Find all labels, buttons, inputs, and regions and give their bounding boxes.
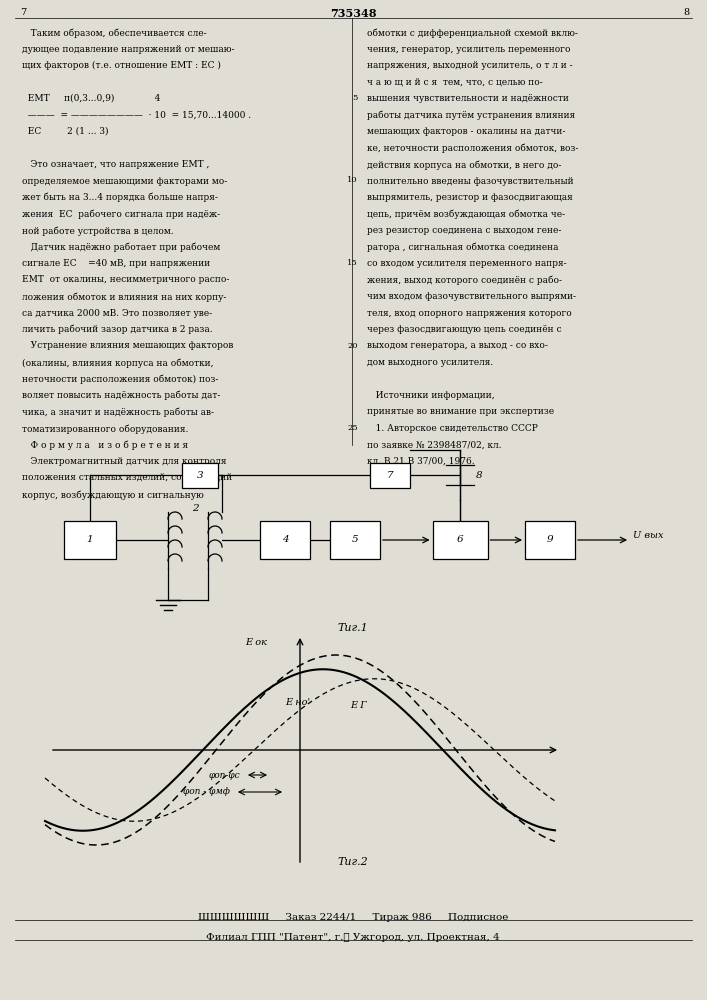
Bar [260, 521, 310, 559]
Text: 8: 8 [476, 471, 483, 480]
Bar [370, 462, 410, 488]
Text: Τиг.1: Τиг.1 [338, 623, 368, 633]
Text: через фазосдвигающую цепь соединён с: через фазосдвигающую цепь соединён с [367, 325, 561, 334]
Text: EМΤ  от окалины, несимметричного распо-: EМΤ от окалины, несимметричного распо- [22, 275, 229, 284]
Text: 6: 6 [457, 536, 463, 544]
Text: дом выходного усилителя.: дом выходного усилителя. [367, 358, 493, 367]
Text: корпус, возбуждающую и сигнальную: корпус, возбуждающую и сигнальную [22, 490, 204, 499]
Text: 15: 15 [347, 259, 358, 267]
Text: принятые во внимание при экспертизе: принятые во внимание при экспертизе [367, 408, 554, 416]
Text: 4: 4 [281, 536, 288, 544]
Text: действия корпуса на обмотки, в него до-: действия корпуса на обмотки, в него до- [367, 160, 561, 169]
Text: 5: 5 [353, 94, 358, 102]
Text: сигнале EС    =40 мВ, при напряжении: сигнале EС =40 мВ, при напряжении [22, 259, 210, 268]
Text: по заявке № 2398487/02, кл.: по заявке № 2398487/02, кл. [367, 440, 501, 450]
Text: 25: 25 [347, 424, 358, 432]
Text: Датчик надёжно работает при рабочем: Датчик надёжно работает при рабочем [22, 242, 221, 252]
Text: ч а ю щ и й с я  тем, что, с целью по-: ч а ю щ и й с я тем, что, с целью по- [367, 78, 543, 87]
Text: рез резистор соединена с выходом гене-: рез резистор соединена с выходом гене- [367, 226, 561, 235]
Text: ратора , сигнальная обмотка соединена: ратора , сигнальная обмотка соединена [367, 242, 559, 252]
Text: Источники информации,: Источники информации, [367, 391, 495, 400]
Text: Филиал ГПП "Патент", г.⋆ Ужгород, ул. Проектная, 4: Филиал ГПП "Патент", г.⋆ Ужгород, ул. Пр… [206, 933, 500, 942]
Text: полнительно введены фазочувствительный: полнительно введены фазочувствительный [367, 176, 573, 186]
Text: дующее подавление напряжений от мешаю-: дующее подавление напряжений от мешаю- [22, 44, 235, 53]
Text: работы датчика путём устранения влияния: работы датчика путём устранения влияния [367, 110, 575, 120]
Text: томатизированного оборудования.: томатизированного оборудования. [22, 424, 188, 434]
Text: 1: 1 [87, 536, 93, 544]
Text: положения стальных изделий, содержащий: положения стальных изделий, содержащий [22, 474, 233, 483]
Text: Электромагнитный датчик для контроля: Электромагнитный датчик для контроля [22, 457, 226, 466]
Text: теля, вход опорного напряжения которого: теля, вход опорного напряжения которого [367, 308, 572, 318]
Text: Устранение влияния мешающих факторов: Устранение влияния мешающих факторов [22, 342, 233, 351]
Text: воляет повысить надёжность работы дат-: воляет повысить надёжность работы дат- [22, 391, 221, 400]
Text: ке, неточности расположения обмоток, воз-: ке, неточности расположения обмоток, воз… [367, 143, 578, 153]
Bar [330, 521, 380, 559]
Text: Τиг.2: Τиг.2 [338, 857, 368, 867]
Text: Ф о р м у л а   и з о б р е т е н и я: Ф о р м у л а и з о б р е т е н и я [22, 440, 188, 450]
Text: напряжения, выходной усилитель, о т л и -: напряжения, выходной усилитель, о т л и … [367, 61, 573, 70]
Text: щих факторов (т.е. отношение EМΤ : EС ): щих факторов (т.е. отношение EМΤ : EС ) [22, 61, 221, 70]
Text: E ок: E ок [245, 638, 267, 647]
Text: 20: 20 [348, 342, 358, 350]
Text: чика, а значит и надёжность работы ав-: чика, а значит и надёжность работы ав- [22, 408, 214, 417]
Bar [182, 462, 218, 488]
Text: Таким образом, обеспечивается сле-: Таким образом, обеспечивается сле- [22, 28, 206, 37]
Text: 7: 7 [20, 8, 26, 17]
Text: 10: 10 [347, 176, 358, 184]
Text: EМΤ     π(0,3...0,9)              4: EМΤ π(0,3...0,9) 4 [22, 94, 160, 103]
Text: со входом усилителя переменного напря-: со входом усилителя переменного напря- [367, 259, 566, 268]
Text: ложения обмоток и влияния на них корпу-: ложения обмоток и влияния на них корпу- [22, 292, 226, 302]
Text: E Г: E Г [350, 701, 367, 710]
Text: EС         2 (1 ... 3): EС 2 (1 ... 3) [22, 127, 108, 136]
Text: вышения чувствительности и надёжности: вышения чувствительности и надёжности [367, 94, 569, 103]
Text: 5: 5 [351, 536, 358, 544]
Text: определяемое мешающими факторами мо-: определяемое мешающими факторами мо- [22, 176, 227, 186]
Text: 3: 3 [197, 471, 204, 480]
Text: E но': E но' [285, 698, 310, 707]
Text: жения, выход которого соединён с рабо-: жения, выход которого соединён с рабо- [367, 275, 562, 285]
Text: φоп-φс: φоп-φс [209, 770, 240, 780]
Text: ———  = ————————  · 10  = 15,70...14000 .: ——— = ———————— · 10 = 15,70...14000 . [22, 110, 251, 119]
Text: 1. Авторское свидетельство СССР: 1. Авторское свидетельство СССР [367, 424, 538, 433]
Text: обмотки с дифференциальной схемой вклю-: обмотки с дифференциальной схемой вклю- [367, 28, 578, 37]
Text: чим входом фазочувствительного выпрями-: чим входом фазочувствительного выпрями- [367, 292, 576, 301]
Bar [525, 521, 575, 559]
Text: 7: 7 [387, 471, 393, 480]
Text: са датчика 2000 мВ. Это позволяет уве-: са датчика 2000 мВ. Это позволяет уве- [22, 308, 212, 318]
Text: личить рабочий зазор датчика в 2 раза.: личить рабочий зазор датчика в 2 раза. [22, 325, 213, 334]
Text: мешающих факторов - окалины на датчи-: мешающих факторов - окалины на датчи- [367, 127, 566, 136]
Text: неточности расположения обмоток) поз-: неточности расположения обмоток) поз- [22, 374, 218, 384]
Text: 2: 2 [192, 504, 198, 513]
Text: жения  EС  рабочего сигнала при надёж-: жения EС рабочего сигнала при надёж- [22, 210, 220, 219]
Text: выпрямитель, резистор и фазосдвигающая: выпрямитель, резистор и фазосдвигающая [367, 193, 573, 202]
Bar [433, 521, 488, 559]
Text: выходом генератора, а выход - со вхо-: выходом генератора, а выход - со вхо- [367, 342, 548, 351]
Text: ной работе устройства в целом.: ной работе устройства в целом. [22, 226, 174, 235]
Text: чения, генератор, усилитель переменного: чения, генератор, усилитель переменного [367, 44, 571, 53]
Text: (окалины, влияния корпуса на обмотки,: (окалины, влияния корпуса на обмотки, [22, 358, 214, 367]
Bar [64, 521, 116, 559]
Text: 735348: 735348 [329, 8, 376, 19]
Text: Это означает, что напряжение EМΤ ,: Это означает, что напряжение EМΤ , [22, 160, 209, 169]
Text: 9: 9 [547, 536, 554, 544]
Text: φоп - φмф: φоп - φмф [183, 788, 230, 796]
Text: кл. В 21 В 37/00, 1976.: кл. В 21 В 37/00, 1976. [367, 457, 474, 466]
Text: цепь, причём возбуждающая обмотка че-: цепь, причём возбуждающая обмотка че- [367, 210, 565, 219]
Text: жет быть на 3...4 порядка больше напря-: жет быть на 3...4 порядка больше напря- [22, 193, 218, 202]
Text: U вых: U вых [633, 530, 663, 540]
Text: 8: 8 [684, 8, 690, 17]
Text: ШШШШШШ     Заказ 2244/1     Тираж 986     Подписное: ШШШШШШ Заказ 2244/1 Тираж 986 Подписное [198, 913, 508, 922]
